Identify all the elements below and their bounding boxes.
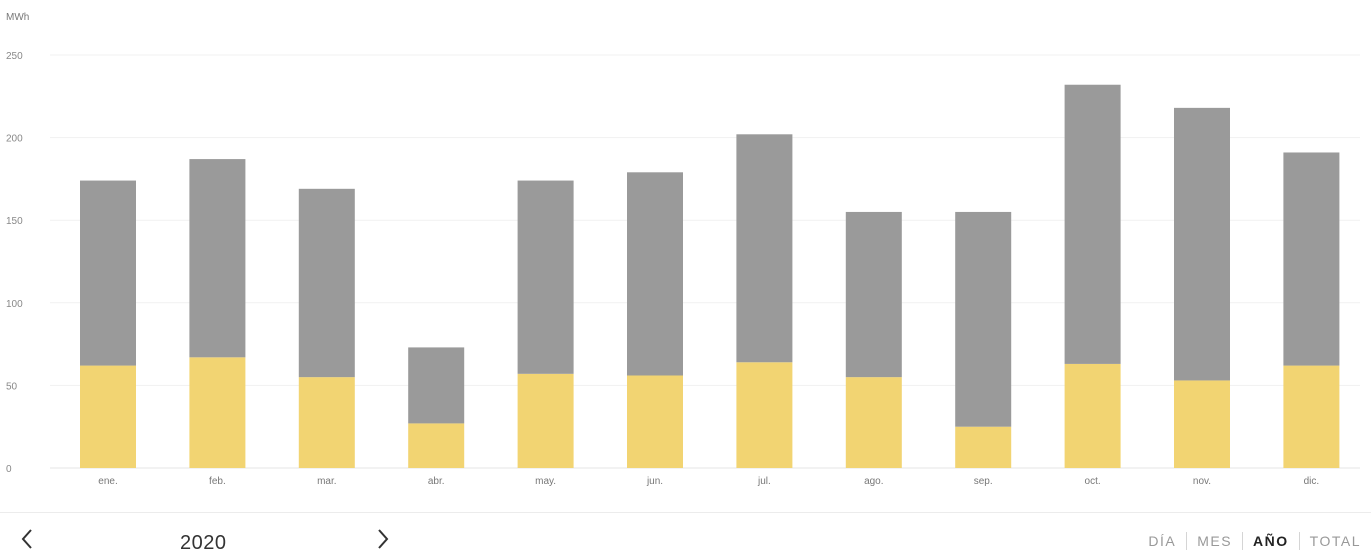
chevron-left-icon <box>21 529 32 549</box>
tab-separator <box>1298 532 1300 550</box>
y-tick-label: 0 <box>6 464 12 475</box>
bar-segment-lower <box>408 423 465 468</box>
tab-separator <box>1186 532 1188 550</box>
range-tabs: DÍA MES AÑO TOTAL <box>1138 532 1371 550</box>
tab-separator <box>1242 532 1244 550</box>
bar-segment-upper <box>955 211 1012 427</box>
y-tick-label: 150 <box>6 216 23 227</box>
bar-segment-upper <box>189 159 246 358</box>
bar-segment-lower <box>1064 363 1121 468</box>
y-tick-label: 250 <box>6 51 23 62</box>
bar-segment-upper <box>408 347 465 424</box>
bar-segment-lower <box>80 365 136 468</box>
x-tick-label: jun. <box>646 476 663 487</box>
next-year-button[interactable] <box>368 526 398 552</box>
chevron-right-icon <box>378 529 389 549</box>
bar-segment-lower <box>1174 380 1230 468</box>
tab-dia[interactable]: DÍA <box>1148 533 1177 549</box>
bar-segment-upper <box>80 180 136 366</box>
year-label: 2020 <box>180 532 227 554</box>
bar-segment-lower <box>736 362 793 468</box>
bar-segment-lower <box>845 377 902 468</box>
bar-segment-upper <box>298 188 355 378</box>
prev-year-button[interactable] <box>12 526 42 552</box>
bar-segment-upper <box>845 211 902 378</box>
tab-total[interactable]: TOTAL <box>1309 533 1361 549</box>
chart-area: MWh 0 50 100 150 200 250 ene. feb. mar. abr. may. ju… <box>6 12 1360 487</box>
tab-ano[interactable]: AÑO <box>1253 533 1289 549</box>
bar-segment-upper <box>517 180 574 374</box>
y-unit-label: MWh <box>6 12 29 23</box>
x-tick-label: dic. <box>1304 476 1320 487</box>
bar-segment-upper <box>1283 152 1340 366</box>
tab-mes[interactable]: MES <box>1197 533 1233 549</box>
x-tick-label: may. <box>535 476 556 487</box>
stacked-bar-chart: MWh 0 50 100 150 200 250 ene. feb. mar. abr. may. ju… <box>6 12 1360 487</box>
bar-segment-lower <box>517 373 574 468</box>
bar-segment-lower <box>1283 365 1340 468</box>
x-tick-label: oct. <box>1085 476 1101 487</box>
bar-segment-lower <box>955 426 1012 468</box>
bar-segment-upper <box>1064 84 1121 364</box>
x-tick-label: sep. <box>974 476 993 487</box>
x-tick-label: mar. <box>317 476 336 487</box>
y-tick-label: 50 <box>6 381 18 392</box>
bar-segment-upper <box>627 172 683 376</box>
x-tick-label: feb. <box>209 476 226 487</box>
bar-segment-lower <box>627 375 683 468</box>
footer-divider <box>0 512 1371 513</box>
x-tick-label: abr. <box>428 476 445 487</box>
bar-segment-upper <box>736 134 793 363</box>
x-tick-label: nov. <box>1193 476 1211 487</box>
x-tick-label: ago. <box>864 476 883 487</box>
x-tick-label: jul. <box>757 476 771 487</box>
bar-segment-upper <box>1174 107 1230 381</box>
y-tick-label: 200 <box>6 134 23 145</box>
bar-segment-lower <box>189 357 246 468</box>
bar-segment-lower <box>298 377 355 468</box>
x-tick-label: ene. <box>98 476 117 487</box>
y-tick-label: 100 <box>6 299 23 310</box>
